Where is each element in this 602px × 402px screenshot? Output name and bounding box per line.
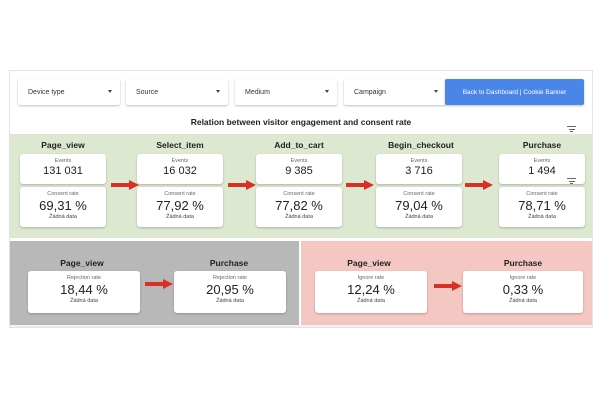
consent-rate-label: Consent rate (164, 191, 196, 197)
filter-icon[interactable] (567, 126, 576, 132)
medium-label: Medium (245, 88, 270, 96)
rejection-rate-value: 20,95 % (206, 282, 254, 297)
consent-rate-value: 77,92 % (156, 198, 204, 213)
events-card: Events 131 031 (20, 154, 106, 184)
stage-title: Purchase (209, 258, 249, 268)
back-to-dashboard-button[interactable]: Back to Dashboard | Cookie Banner (445, 79, 584, 105)
footer-strip (10, 325, 592, 327)
caret-down-icon (108, 90, 112, 93)
consent-rate-value: 77,82 % (275, 198, 323, 213)
no-data-note: Žádná data (357, 298, 385, 304)
rejection-rate-label: Rejection rate (213, 275, 247, 281)
ignore-rate-card: Ignore rate 12,24 % Žádná data (315, 271, 427, 313)
medium-dropdown[interactable]: Medium (235, 79, 337, 105)
ignore-rate-value: 0,33 % (502, 282, 544, 297)
stage-title: Page_view (41, 140, 85, 150)
consent-rate-card: Consent rate 77,82 % Žádná data (256, 187, 342, 227)
ignore-rate-label: Ignore rate (509, 275, 537, 281)
rejection-rate-card: Rejection rate 18,44 % Žádná data (28, 271, 140, 313)
source-dropdown[interactable]: Source (126, 79, 228, 105)
rejection-rate-card: Rejection rate 20,95 % Žádná data (174, 271, 286, 313)
events-label: Events (533, 158, 551, 164)
no-data-note: Žádná data (216, 298, 244, 304)
rejection-rate-value: 18,44 % (60, 282, 108, 297)
stage-title: Add_to_cart (274, 140, 324, 150)
consent-rate-value: 69,31 % (39, 198, 87, 213)
consent-rate-card: Consent rate 77,92 % Žádná data (137, 187, 223, 227)
ignore-rate-label: Ignore rate (357, 275, 385, 281)
events-label: Events (171, 158, 189, 164)
stage-title: Page_view (347, 258, 391, 268)
stage-title: Purchase (522, 140, 562, 150)
no-data-note: Žádná data (509, 298, 537, 304)
events-value: 1 494 (528, 165, 556, 177)
events-value: 16 032 (163, 165, 197, 177)
consent-rate-value: 78,71 % (518, 198, 566, 213)
campaign-label: Campaign (354, 88, 386, 96)
consent-rate-card: Consent rate 79,04 % Žádná data (376, 187, 462, 227)
stage-title: Begin_checkout (388, 140, 454, 150)
no-data-note: Žádná data (405, 214, 433, 220)
rejection-panel: Page_view Rejection rate 18,44 % Žádná d… (10, 241, 299, 325)
consent-rate-label: Consent rate (526, 191, 558, 197)
no-data-note: Žádná data (49, 214, 77, 220)
events-label: Events (290, 158, 308, 164)
campaign-dropdown[interactable]: Campaign (344, 79, 446, 105)
stage-title: Select_item (156, 140, 204, 150)
events-label: Events (54, 158, 72, 164)
no-data-note: Žádná data (166, 214, 194, 220)
events-card: Events 9 385 (256, 154, 342, 184)
consent-rate-card: Consent rate 69,31 % Žádná data (20, 187, 106, 227)
no-data-note: Žádná data (70, 298, 98, 304)
arrow-right-icon (465, 180, 493, 190)
events-value: 3 716 (405, 165, 433, 177)
filter-icon[interactable] (567, 178, 576, 184)
caret-down-icon (325, 90, 329, 93)
device-type-dropdown[interactable]: Device type (18, 79, 120, 105)
ignore-rate-card: Ignore rate 0,33 % Žádná data (463, 271, 583, 313)
report-frame: Device type Source Medium Campaign Back … (9, 70, 593, 328)
events-card: Events 3 716 (376, 154, 462, 184)
consent-rate-value: 79,04 % (395, 198, 443, 213)
rejection-rate-label: Rejection rate (67, 275, 101, 281)
page-title: Relation between visitor engagement and … (190, 117, 412, 127)
events-label: Events (410, 158, 428, 164)
filter-bar: Device type Source Medium Campaign Back … (18, 79, 584, 105)
consent-rate-label: Consent rate (283, 191, 315, 197)
consent-rate-card: Consent rate 78,71 % Žádná data (499, 187, 585, 227)
consent-rate-label: Consent rate (47, 191, 79, 197)
no-data-note: Žádná data (528, 214, 556, 220)
stage-title: Purchase (503, 258, 543, 268)
caret-down-icon (434, 90, 438, 93)
events-card: Events 16 032 (137, 154, 223, 184)
arrow-right-icon (145, 279, 173, 289)
no-data-note: Žádná data (285, 214, 313, 220)
consent-funnel-band: Page_view Events 131 031 Consent rate 69… (10, 134, 592, 238)
arrow-right-icon (111, 180, 139, 190)
source-label: Source (136, 88, 159, 96)
caret-down-icon (216, 90, 220, 93)
stage-title: Page_view (60, 258, 104, 268)
ignore-panel: Page_view Ignore rate 12,24 % Žádná data… (301, 241, 592, 325)
consent-rate-label: Consent rate (403, 191, 435, 197)
events-value: 9 385 (285, 165, 313, 177)
arrow-right-icon (346, 180, 374, 190)
device-type-label: Device type (28, 88, 65, 96)
events-card: Events 1 494 (499, 154, 585, 184)
ignore-rate-value: 12,24 % (347, 282, 395, 297)
arrow-right-icon (434, 281, 462, 291)
events-value: 131 031 (43, 165, 83, 177)
arrow-right-icon (228, 180, 256, 190)
